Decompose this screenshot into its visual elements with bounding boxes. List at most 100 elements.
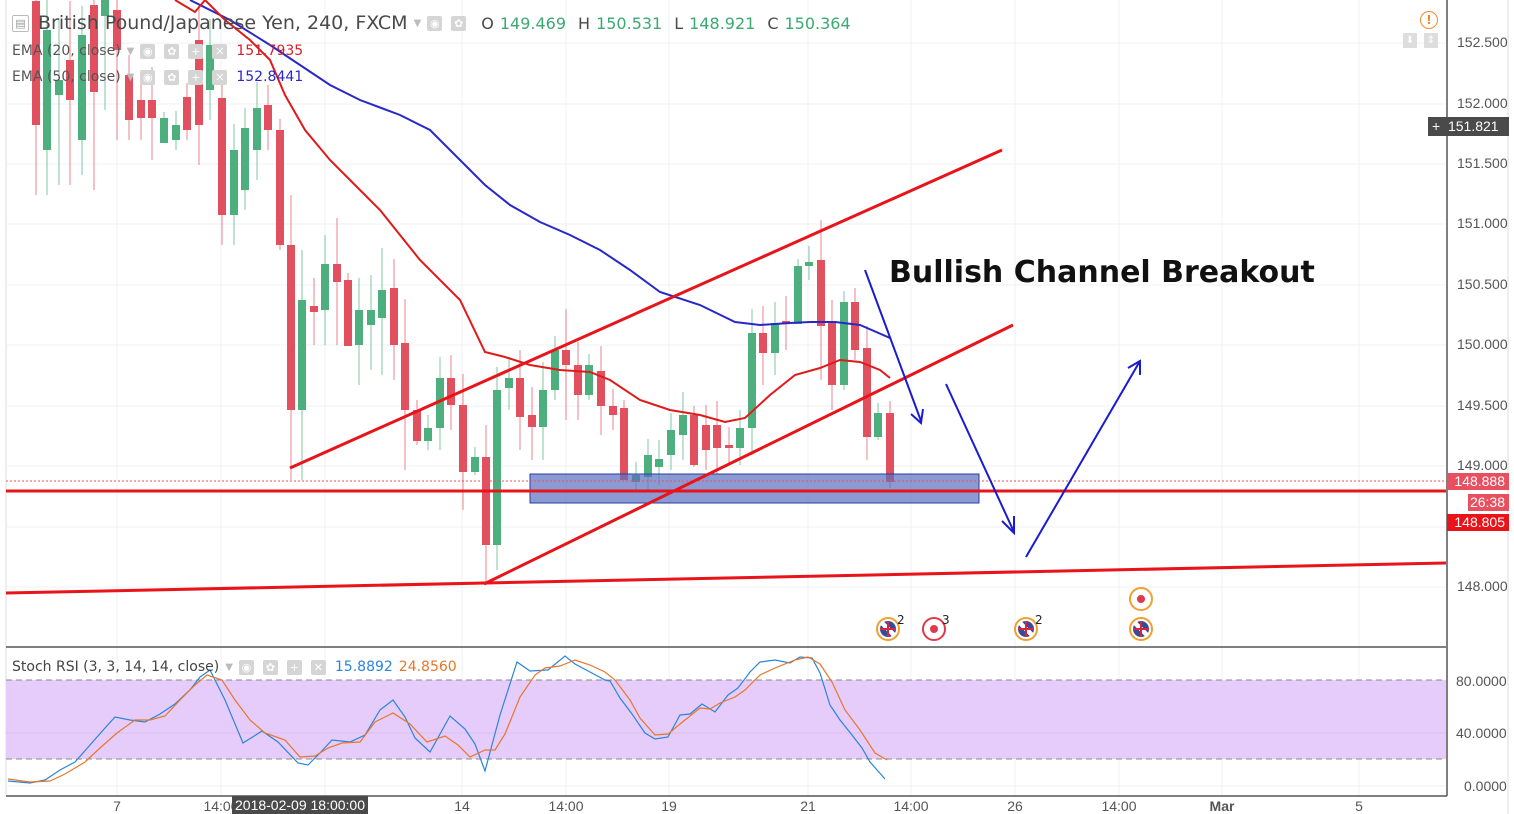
candle xyxy=(298,300,306,410)
ema20-label: EMA (20, close) xyxy=(12,43,121,59)
candle xyxy=(447,378,455,405)
chevron-down-icon[interactable]: ▼ xyxy=(225,661,233,673)
candle xyxy=(55,80,63,95)
candle xyxy=(230,150,238,215)
candle xyxy=(160,118,168,143)
event-count: 3 xyxy=(942,613,950,627)
annotation-text[interactable]: Bullish Channel Breakout xyxy=(889,255,1315,290)
gear-icon[interactable]: ✿ xyxy=(262,659,278,675)
base-trend-line[interactable] xyxy=(5,561,1447,595)
gear-icon[interactable]: ✿ xyxy=(164,43,180,59)
alert-icon[interactable]: ! xyxy=(1420,11,1438,29)
candle xyxy=(874,413,882,437)
gear-icon[interactable]: ✿ xyxy=(451,15,467,31)
candle xyxy=(828,323,836,385)
dot-event-icon[interactable] xyxy=(922,617,946,641)
candle xyxy=(90,5,98,92)
candle xyxy=(493,390,501,545)
candle xyxy=(206,45,214,90)
chart-legend: ▤ British Pound/Japanese Yen, 240, FXCM … xyxy=(12,12,851,34)
channel-lower-line[interactable] xyxy=(483,323,1014,586)
stoch-k-line xyxy=(7,655,886,784)
dot-event-icon[interactable] xyxy=(1129,587,1153,611)
event-count: 2 xyxy=(897,613,905,627)
plus-icon[interactable]: + xyxy=(188,43,204,59)
stoch-legend[interactable]: Stoch RSI (3, 3, 14, 14, close) ▼ ◉ ✿ + … xyxy=(12,659,457,675)
arrow-drawings[interactable] xyxy=(864,269,1141,558)
candle xyxy=(817,260,825,326)
candle xyxy=(851,302,859,350)
chevron-down-icon[interactable]: ▼ xyxy=(413,17,422,29)
support-zone[interactable] xyxy=(529,473,980,504)
candle xyxy=(264,105,272,130)
close-icon[interactable]: ✕ xyxy=(212,69,228,85)
time-tick: 14:00 xyxy=(1101,798,1137,814)
plus-icon[interactable]: + xyxy=(286,659,302,675)
candle xyxy=(482,457,490,545)
close-icon[interactable]: ✕ xyxy=(310,659,326,675)
price-tick: 152.000 xyxy=(1457,95,1508,111)
candle xyxy=(436,378,444,428)
ema20-legend[interactable]: EMA (20, close) ▼ ◉ ✿ + ✕ 151.7935 xyxy=(12,43,303,59)
candle xyxy=(690,415,698,465)
crosshair-price: 151.821 xyxy=(1447,118,1499,134)
eye-icon[interactable]: ◉ xyxy=(238,659,254,675)
candle xyxy=(609,406,617,415)
candle xyxy=(253,108,261,150)
candle xyxy=(413,410,421,441)
ohlc-open-key: O xyxy=(481,13,494,33)
candle xyxy=(125,75,133,120)
ema20-value: 151.7935 xyxy=(236,43,304,59)
price-tick: 149.500 xyxy=(1457,397,1508,413)
eye-icon[interactable]: ◉ xyxy=(140,43,156,59)
candle xyxy=(620,408,628,480)
candle xyxy=(32,1,40,125)
eye-icon[interactable]: ◉ xyxy=(140,69,156,85)
candle xyxy=(218,98,226,215)
channel-upper-line[interactable] xyxy=(289,148,1003,470)
candle xyxy=(43,30,51,150)
candle xyxy=(113,10,121,50)
scale-down-icon[interactable]: ⬇ xyxy=(1403,33,1417,48)
stoch-tick: 80.0000 xyxy=(1456,673,1507,689)
close-icon[interactable]: ✕ xyxy=(212,43,228,59)
candle xyxy=(101,0,109,16)
candle xyxy=(748,333,756,428)
candle xyxy=(759,333,767,353)
candle xyxy=(782,321,790,323)
time-tick: 14:00 xyxy=(548,798,584,814)
price-tick: 152.500 xyxy=(1457,34,1508,50)
plus-icon[interactable]: + xyxy=(188,69,204,85)
candle xyxy=(241,128,249,190)
ema20-line xyxy=(174,0,891,424)
ema50-legend[interactable]: EMA (50, close) ▼ ◉ ✿ + ✕ 152.8441 xyxy=(12,69,303,85)
candle xyxy=(390,288,398,345)
line-price-tag: 148.805 xyxy=(1447,514,1509,531)
candle xyxy=(471,457,479,472)
candle xyxy=(713,425,721,448)
candle xyxy=(505,378,513,388)
time-tick: 26 xyxy=(1007,798,1023,814)
candle xyxy=(585,365,593,395)
candle xyxy=(574,365,582,395)
uk-flag-event-icon[interactable] xyxy=(1014,617,1038,641)
ema50-label: EMA (50, close) xyxy=(12,69,121,85)
candle xyxy=(355,310,363,345)
scale-updown-icon[interactable]: ⇕ xyxy=(1424,33,1438,48)
stoch-tick: 0.0000 xyxy=(1464,778,1507,794)
candle xyxy=(539,390,547,427)
time-tick: 14:00 xyxy=(203,798,239,814)
candle xyxy=(886,413,894,482)
candle xyxy=(736,428,744,448)
chevron-down-icon[interactable]: ▼ xyxy=(126,71,135,83)
uk-flag-event-icon[interactable] xyxy=(876,617,900,641)
symbol-title[interactable]: British Pound/Japanese Yen, 240, FXCM xyxy=(38,12,408,34)
candle xyxy=(287,245,295,410)
eye-icon[interactable]: ◉ xyxy=(427,15,443,31)
chevron-down-icon[interactable]: ▼ xyxy=(126,45,135,57)
collapse-icon[interactable]: ▤ xyxy=(12,14,29,32)
uk-flag-event-icon[interactable] xyxy=(1129,617,1153,641)
gear-icon[interactable]: ✿ xyxy=(164,69,180,85)
ema50-line xyxy=(189,0,891,339)
